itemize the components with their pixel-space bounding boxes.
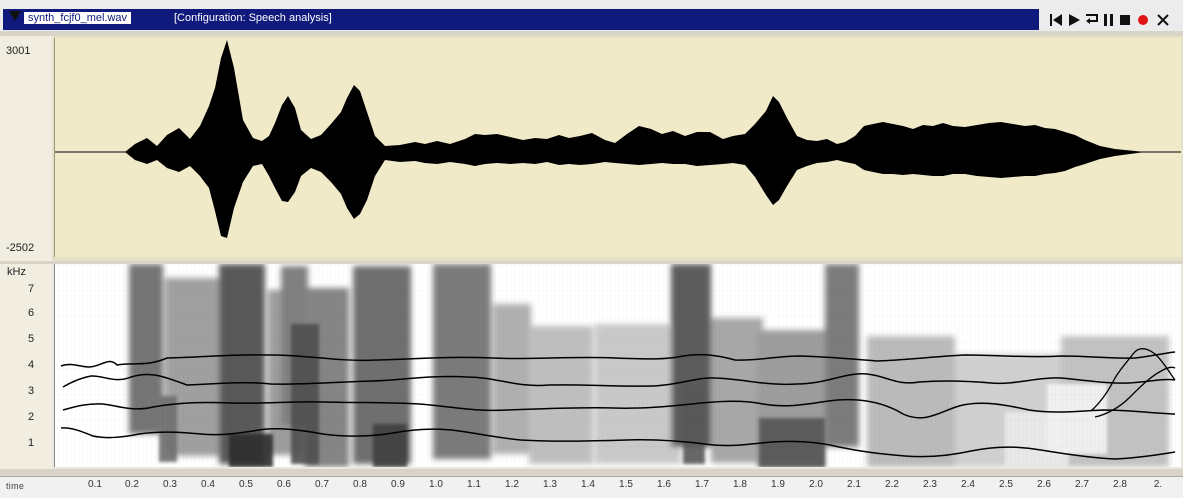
waveform-axis — [0, 36, 52, 261]
frequency-label-5: 5 — [28, 333, 35, 345]
waveform-max-label: 3001 — [6, 45, 31, 57]
waveform-svg — [55, 40, 1181, 238]
frequency-label-6: 6 — [28, 307, 35, 319]
spectrogram-panel: kHz 7 6 5 4 3 2 1 — [0, 264, 1183, 469]
frequency-label-2: 2 — [28, 411, 35, 423]
window-title — [3, 9, 1039, 30]
skip-back-icon[interactable] — [1049, 12, 1065, 28]
spectrogram-axis — [0, 264, 52, 469]
frequency-label-7: 7 — [28, 283, 35, 295]
stop-icon[interactable] — [1119, 12, 1131, 28]
spectrogram-grid — [55, 264, 1181, 467]
time-tick: 0.1 — [88, 479, 102, 490]
frequency-label-1: 1 — [28, 437, 35, 449]
transport-controls — [1045, 10, 1180, 30]
time-tick: 0.5 — [239, 479, 253, 490]
waveform-view[interactable] — [54, 38, 1181, 257]
time-axis: time 0.1 0.2 0.3 0.4 0.5 0.6 0.7 0.8 0.9… — [0, 476, 1183, 498]
record-icon[interactable] — [1136, 12, 1150, 28]
time-tick: 1.8 — [733, 479, 747, 490]
time-tick: 2.2 — [885, 479, 899, 490]
time-tick: 1.0 — [429, 479, 443, 490]
frequency-unit-label: kHz — [7, 266, 26, 278]
time-tick: 2.8 — [1113, 479, 1127, 490]
waveform-min-label: -2502 — [6, 242, 35, 254]
time-tick: 2.4 — [961, 479, 975, 490]
time-tick: 2.5 — [999, 479, 1013, 490]
time-tick: 1.1 — [467, 479, 481, 490]
time-tick: 2.3 — [923, 479, 937, 490]
configuration-label: [Configuration: Speech analysis] — [174, 12, 332, 24]
time-tick: 0.3 — [163, 479, 177, 490]
spectrogram-view[interactable] — [54, 264, 1181, 467]
time-tick: 1.5 — [619, 479, 633, 490]
frequency-label-4: 4 — [28, 359, 35, 371]
time-tick: 1.7 — [695, 479, 709, 490]
time-tick: 1.6 — [657, 479, 671, 490]
time-tick: 2. — [1153, 479, 1163, 490]
time-tick: 0.9 — [391, 479, 405, 490]
frequency-label-3: 3 — [28, 385, 35, 397]
title-bar: synth_fcjf0_mel.wav [Configuration: Spee… — [0, 0, 1183, 31]
play-loop-icon[interactable] — [1084, 12, 1100, 28]
time-tick: 0.4 — [201, 479, 215, 490]
spectrogram-svg — [60, 264, 1176, 467]
time-tick: 0.7 — [315, 479, 329, 490]
time-tick: 1.4 — [581, 479, 595, 490]
time-tick: 0.8 — [353, 479, 367, 490]
collapse-icon[interactable] — [9, 11, 21, 21]
time-tick: 1.9 — [771, 479, 785, 490]
time-tick: 0.6 — [277, 479, 291, 490]
time-tick: 1.2 — [505, 479, 519, 490]
time-tick: 2.0 — [809, 479, 823, 490]
close-icon[interactable] — [1156, 12, 1170, 28]
time-tick: 2.1 — [847, 479, 861, 490]
time-axis-label: time — [6, 481, 25, 491]
time-tick: 2.7 — [1075, 479, 1089, 490]
waveform-panel: 3001 -2502 — [0, 36, 1183, 261]
pause-icon[interactable] — [1103, 12, 1115, 28]
time-tick: 2.6 — [1037, 479, 1051, 490]
time-tick: 1.3 — [543, 479, 557, 490]
play-icon[interactable] — [1068, 12, 1081, 28]
time-tick: 0.2 — [125, 479, 139, 490]
filename-label: synth_fcjf0_mel.wav — [24, 12, 132, 24]
